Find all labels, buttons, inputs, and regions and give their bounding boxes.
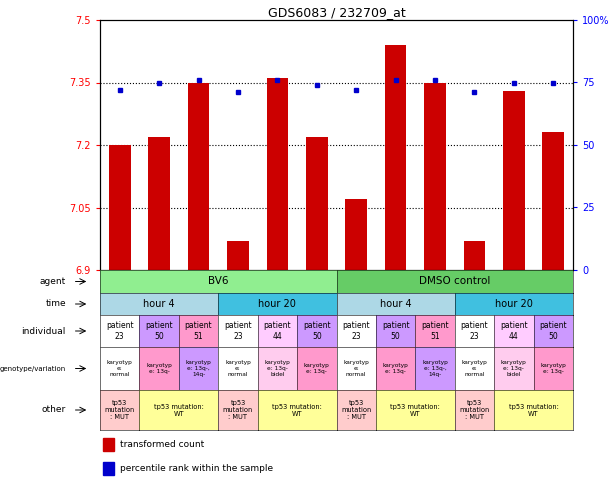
Text: tp53 mutation:
WT: tp53 mutation: WT [390, 403, 440, 416]
Text: karyotyp
e: 13q-: karyotyp e: 13q- [540, 363, 566, 374]
Bar [345, 199, 367, 270]
Text: transformed count: transformed count [120, 440, 204, 449]
Text: karyotyp
e: 13q-
bidel: karyotyp e: 13q- bidel [264, 360, 291, 377]
Bar [267, 78, 288, 270]
Bar [385, 45, 406, 270]
Text: karyotyp
e:
normal: karyotyp e: normal [462, 360, 487, 377]
Text: individual: individual [21, 327, 66, 336]
Text: patient
51: patient 51 [185, 321, 212, 341]
Text: karyotyp
e:
normal: karyotyp e: normal [107, 360, 132, 377]
Bar [103, 462, 114, 475]
Text: patient
23: patient 23 [460, 321, 489, 341]
Text: DMSO control: DMSO control [419, 276, 490, 286]
Bar [503, 91, 525, 270]
Text: percentile rank within the sample: percentile rank within the sample [120, 464, 273, 473]
Text: patient
23: patient 23 [343, 321, 370, 341]
Text: agent: agent [40, 277, 66, 286]
Bar [543, 132, 564, 270]
Text: hour 4: hour 4 [143, 299, 175, 309]
Text: patient
23: patient 23 [224, 321, 252, 341]
Text: karyotyp
e:
normal: karyotyp e: normal [225, 360, 251, 377]
Text: tp53
mutation
: MUT: tp53 mutation : MUT [341, 400, 371, 420]
Title: GDS6083 / 232709_at: GDS6083 / 232709_at [268, 6, 405, 19]
Text: hour 4: hour 4 [380, 299, 411, 309]
Bar [424, 83, 446, 270]
Bar [148, 137, 170, 270]
Text: time: time [45, 299, 66, 309]
Text: tp53 mutation:
WT: tp53 mutation: WT [154, 403, 204, 416]
Text: tp53 mutation:
WT: tp53 mutation: WT [272, 403, 322, 416]
Text: tp53
mutation
: MUT: tp53 mutation : MUT [105, 400, 135, 420]
Text: patient
44: patient 44 [264, 321, 291, 341]
Text: tp53
mutation
: MUT: tp53 mutation : MUT [459, 400, 490, 420]
Text: other: other [42, 406, 66, 414]
Text: karyotyp
e: 13q-,
14q-: karyotyp e: 13q-, 14q- [186, 360, 211, 377]
Text: karyotyp
e:
normal: karyotyp e: normal [343, 360, 369, 377]
Text: patient
23: patient 23 [106, 321, 134, 341]
Text: hour 20: hour 20 [259, 299, 296, 309]
Text: karyotyp
e: 13q-
bidel: karyotyp e: 13q- bidel [501, 360, 527, 377]
Bar [103, 438, 114, 451]
Bar [306, 137, 327, 270]
Text: genotype/variation: genotype/variation [0, 366, 66, 371]
Text: karyotyp
e: 13q-: karyotyp e: 13q- [304, 363, 330, 374]
Bar [463, 241, 485, 270]
Text: tp53
mutation
: MUT: tp53 mutation : MUT [223, 400, 253, 420]
Text: patient
51: patient 51 [421, 321, 449, 341]
Text: karyotyp
e: 13q-,
14q-: karyotyp e: 13q-, 14q- [422, 360, 448, 377]
Bar [109, 145, 131, 270]
Text: karyotyp
e: 13q-: karyotyp e: 13q- [146, 363, 172, 374]
Text: hour 20: hour 20 [495, 299, 533, 309]
Text: patient
50: patient 50 [145, 321, 173, 341]
Text: patient
50: patient 50 [382, 321, 409, 341]
Bar [227, 241, 249, 270]
Text: tp53 mutation:
WT: tp53 mutation: WT [509, 403, 558, 416]
Text: patient
44: patient 44 [500, 321, 528, 341]
Bar [188, 83, 210, 270]
Text: karyotyp
e: 13q-: karyotyp e: 13q- [383, 363, 408, 374]
Text: patient
50: patient 50 [303, 321, 330, 341]
Text: patient
50: patient 50 [539, 321, 567, 341]
Text: BV6: BV6 [208, 276, 229, 286]
